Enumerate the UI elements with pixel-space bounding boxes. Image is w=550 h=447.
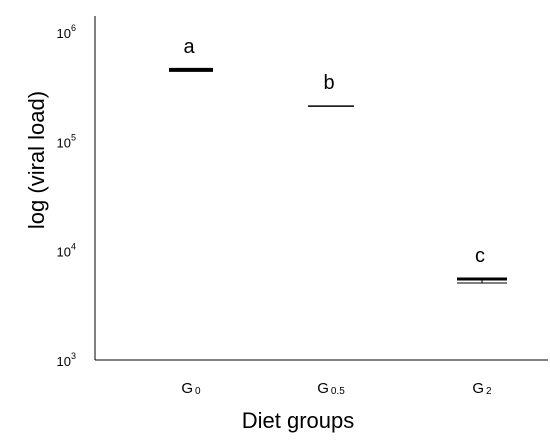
y-tick-label: 105 [57,132,76,150]
y-axis-title: log (viral load) [24,91,49,229]
significance-letter: b [323,72,334,94]
x-category-label: G 0.5 [317,380,345,397]
significance-letter: c [475,245,485,267]
x-axis-title: Diet groups [242,408,355,433]
y-tick-label: 103 [57,351,76,369]
y-tick-label: 104 [57,242,76,260]
y-tick-label: 106 [57,23,76,41]
significance-letter: a [183,36,195,58]
